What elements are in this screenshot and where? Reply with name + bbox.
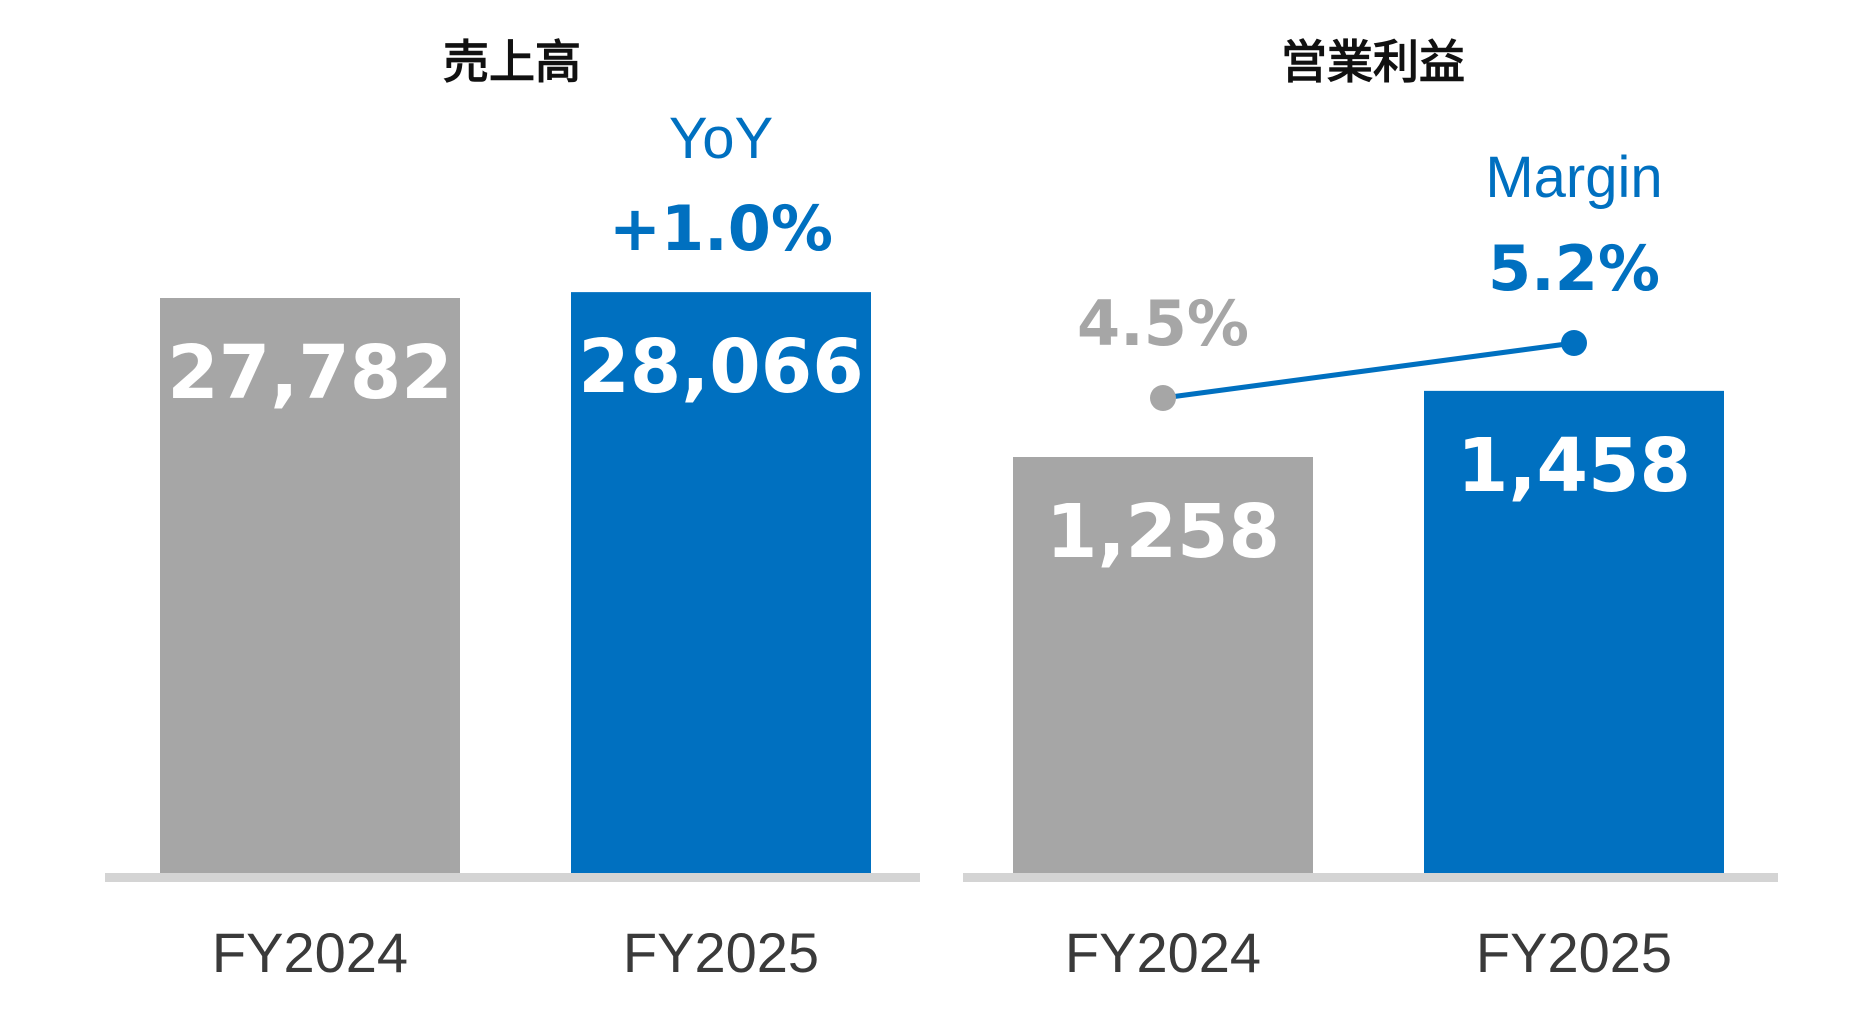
margin-line: [1162, 340, 1575, 401]
operating-profit-bar-fy2025: [1424, 390, 1724, 873]
operating-profit-baseline: [963, 873, 1778, 882]
margin-label: Margin: [1485, 145, 1662, 210]
revenue-bar-fy2025: [571, 292, 871, 874]
revenue-value-label-fy2025: 28,066: [578, 324, 864, 410]
operating-profit-value-label-fy2024: 1,258: [1046, 489, 1280, 575]
operating-profit-panel: 営業利益 1,258 1,458 4.5% Margin 5.2% FY2024…: [963, 35, 1778, 984]
operating-profit-title: 営業利益: [1281, 35, 1465, 89]
revenue-value-label-fy2024: 27,782: [167, 330, 453, 416]
yoy-value: +1.0%: [609, 192, 833, 265]
revenue-panel: 売上高 27,782 28,066 YoY +1.0% FY2024 FY202…: [105, 35, 920, 984]
revenue-bar-fy2024: [160, 298, 460, 873]
margin-point-fy2025: [1561, 330, 1587, 356]
operating-profit-category-fy2025: FY2025: [1476, 921, 1672, 984]
revenue-category-fy2025: FY2025: [623, 921, 819, 984]
operating-profit-category-fy2024: FY2024: [1065, 921, 1261, 984]
yoy-label: YoY: [669, 106, 773, 171]
revenue-title: 売上高: [443, 35, 581, 89]
revenue-category-fy2024: FY2024: [212, 921, 408, 984]
operating-profit-bar-fy2024: [1013, 457, 1313, 873]
margin-point-fy2024: [1150, 385, 1176, 411]
revenue-baseline: [105, 873, 920, 882]
margin-value-label-fy2024: 4.5%: [1077, 287, 1249, 360]
operating-profit-value-label-fy2025: 1,458: [1457, 423, 1691, 509]
margin-value-label-fy2025: 5.2%: [1488, 232, 1660, 305]
